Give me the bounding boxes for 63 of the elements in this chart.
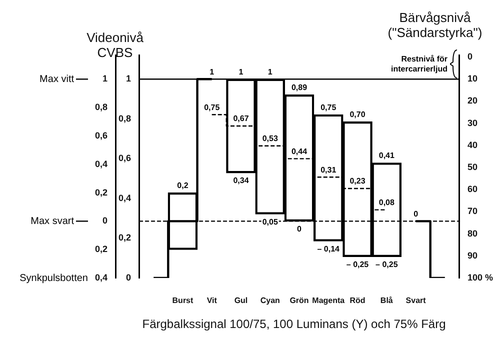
- y2-tick-label: 60: [467, 184, 478, 194]
- annotation: – 0,14: [317, 244, 340, 254]
- x-tick-label: Cyan: [260, 296, 280, 306]
- y-tick-label: 0,4: [94, 272, 108, 282]
- y2-tick-label: 20: [467, 96, 478, 106]
- data-label: 0,67: [233, 114, 250, 124]
- y-tick-label: 0,2: [94, 244, 108, 254]
- data-label: 0,75: [204, 102, 220, 112]
- data-label: 0,53: [262, 134, 278, 144]
- y-tick-label: 0,2: [94, 187, 108, 198]
- annotation: 0,34: [233, 176, 250, 186]
- x-tick-label: Gul: [234, 296, 248, 306]
- y2-tick-label: 70: [467, 206, 478, 216]
- y-tick-label: 1: [102, 74, 108, 84]
- y3-tick-label: 0,4: [118, 192, 132, 203]
- data-label: 1: [210, 67, 215, 76]
- annotation: – 0,25: [376, 260, 398, 269]
- data-label: 1: [268, 67, 273, 76]
- y2-tick-label: 80: [467, 228, 478, 238]
- x-tick-label: Svart: [406, 296, 426, 306]
- text: Färgbalkssignal 100/75, 100 Luminans (Y) och 75% Färg: [142, 317, 446, 332]
- x-tick-label: Grön: [290, 296, 309, 306]
- y3-tick-label: 0,8: [118, 113, 132, 124]
- data-label: 0,44: [291, 146, 308, 156]
- y2-tick-label: 30: [467, 118, 478, 128]
- data-label: 0,08: [378, 198, 395, 208]
- y2-tick-label: 50: [467, 162, 478, 172]
- annotation: 0,05: [262, 217, 278, 226]
- data-label: 0,31: [320, 165, 337, 174]
- data-label: 0: [414, 209, 419, 218]
- x-tick-label: Magenta: [312, 296, 346, 306]
- y2-tick-label: 0: [467, 52, 472, 62]
- data-label: 0,41: [378, 151, 395, 160]
- x-tick-label: Burst: [172, 296, 194, 306]
- data-label: 0,23: [350, 176, 366, 186]
- y2-tick-label: 40: [467, 140, 478, 150]
- y-tick-label: 0,6: [94, 130, 108, 140]
- annotation: – 0,25: [346, 260, 370, 269]
- x-tick-label: Vit: [206, 296, 218, 306]
- y2-tick-label: 10: [467, 74, 478, 84]
- y3-tick-label: 1: [126, 74, 132, 84]
- data-label: 0,75: [320, 102, 337, 112]
- annotation: 0: [297, 224, 302, 234]
- y3-tick-label: 0,6: [118, 153, 132, 164]
- data-label: 0,70: [350, 110, 366, 119]
- text: Max vitt: [40, 74, 74, 85]
- y-tick-label: 0: [102, 216, 108, 226]
- y2-tick-label: 90: [467, 250, 478, 260]
- y2-tick-label: 100 %: [467, 272, 494, 282]
- y2-axis-title: Bärvågsnivå ("Sändarstyrka"): [386, 10, 484, 40]
- annotation: Restnivå för intercarrierljud: [391, 54, 448, 74]
- text: Synkpulsbotten: [20, 272, 88, 284]
- y-tick-label: 0,8: [94, 102, 108, 112]
- data-label: 0,89: [291, 82, 308, 92]
- y-axis-title: Videonivå CVBS: [86, 30, 144, 60]
- x-tick-label: Blå: [380, 296, 394, 306]
- y3-tick-label: 0: [126, 272, 132, 282]
- y3-tick-label: 0,2: [118, 232, 132, 243]
- text: Max svart: [30, 216, 74, 227]
- y-tick-label: 0,4: [94, 158, 108, 169]
- data-label: 1: [238, 67, 244, 76]
- data-label: 0,2: [177, 180, 189, 190]
- x-tick-label: Röd: [350, 296, 366, 306]
